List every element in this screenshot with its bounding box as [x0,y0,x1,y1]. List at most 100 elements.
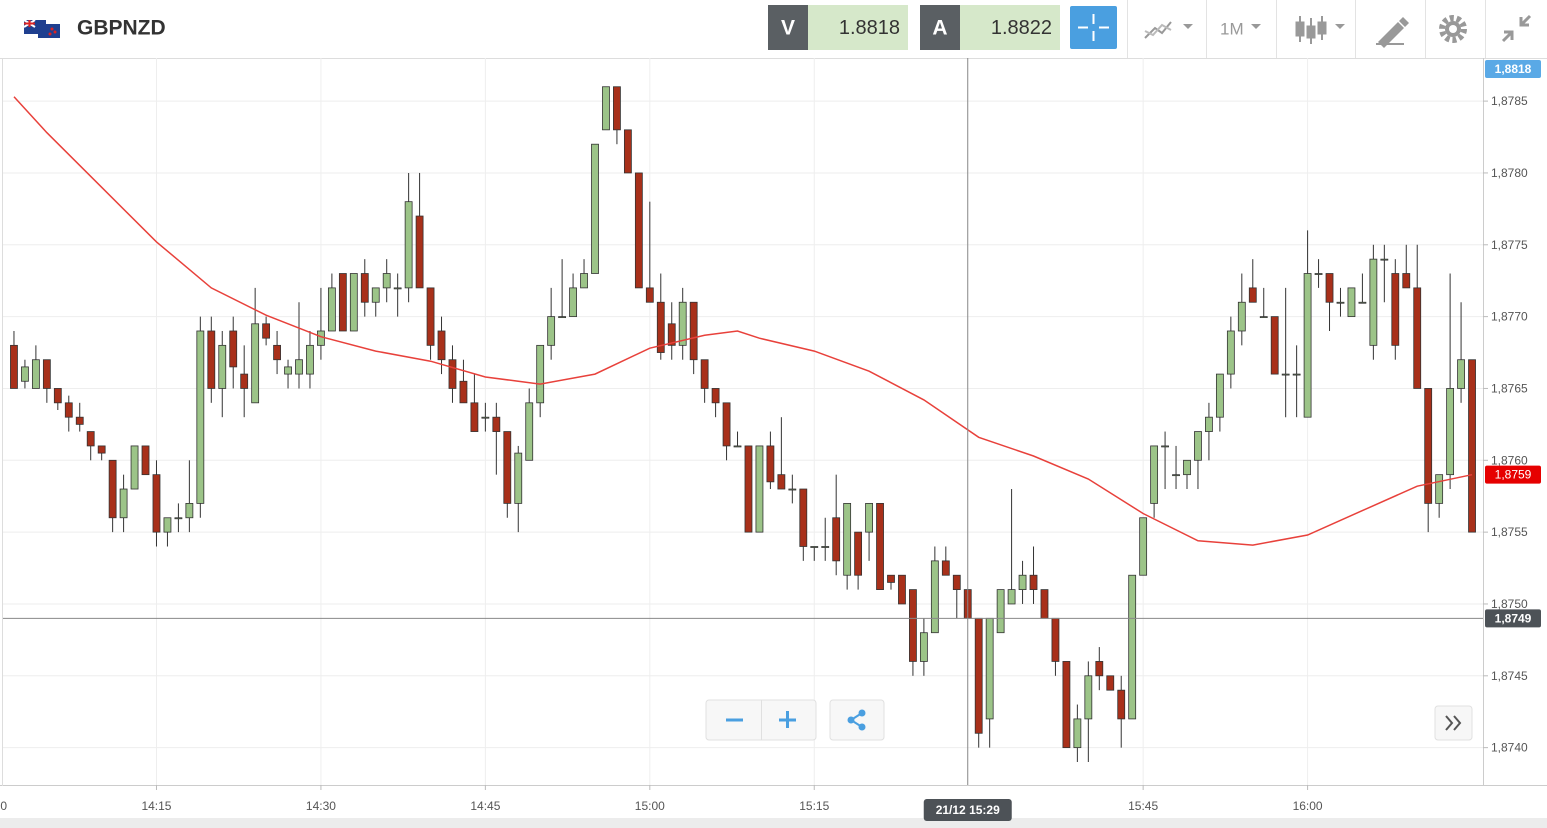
candle-body-up [1183,459,1191,476]
candle-body-down [1325,273,1334,303]
candle-body-up [119,488,128,519]
candle-body-down [360,273,369,303]
candle-body-up [306,344,314,375]
candle-body-up [174,517,183,520]
candle-body-up [1205,416,1213,432]
candle-body-up [327,287,336,332]
candle-body-up [1457,359,1465,389]
top-price-label: 1,8818 [1495,62,1532,76]
candle-body-down [1051,617,1060,662]
candle-body-up [810,546,819,548]
crosshair-time-label: 21/12 15:29 [936,803,1000,817]
collapse-button[interactable] [1501,14,1532,43]
candle-body-down [1029,574,1038,591]
y-tick-label: 1,8770 [1491,310,1528,324]
crosshair-price-label: 1,8749 [1495,611,1532,625]
candle-body-down [152,474,161,533]
candle-body-down [64,402,73,418]
candle-body-up [1358,301,1367,304]
candle-body-down [876,502,884,591]
candle-body-down [623,129,632,174]
settings-button[interactable] [1439,15,1467,43]
candle-body-down [415,215,424,289]
candle-body-up [196,330,205,504]
moving-average-line [13,96,1473,546]
candle-body-up [514,452,523,504]
scroll-to-end-button[interactable] [1434,705,1473,741]
candle-body-up [755,445,764,533]
candle-body-down [744,445,753,533]
candle-body-up [788,488,797,491]
candle-body-up [865,502,873,533]
candle-body-down [613,86,621,131]
interval-button[interactable]: 1M [1220,20,1261,39]
candle-body-down [1270,316,1279,375]
candle-body-up [602,86,610,131]
chart-type-button[interactable] [1144,21,1193,39]
candle-body-up [569,287,577,318]
candle-body-down [75,416,84,425]
candle-style-button[interactable] [1295,16,1345,44]
share-button[interactable] [829,699,885,741]
candle-body-down [229,330,238,368]
candle-body-up [1435,474,1444,504]
x-tick-label: 14:30 [306,799,336,813]
candle-body-up [163,517,172,533]
candle-body-up [678,301,687,346]
candle-body-down [1391,273,1400,346]
zoom-controls [705,699,885,741]
candle-body-down [1106,675,1115,691]
candle-body-down [832,517,841,562]
bid-button[interactable]: V 1.8818 [768,5,908,50]
drawing-button[interactable] [1376,17,1409,48]
candle-body-up [580,273,588,289]
candle-body-up [1303,273,1312,418]
candle-body-up [1018,574,1027,591]
candle-body-up [1314,273,1323,275]
ask-price: 1.8822 [991,17,1052,39]
candle-body-up [558,316,567,319]
candle-body-down [656,301,665,353]
symbol: GBPNZD [77,17,166,40]
candle-body-up [1161,445,1169,448]
interval-label: 1M [1220,20,1244,39]
candle-body-down [898,574,906,605]
candle-body-down [470,402,479,432]
candle-body-down [273,344,281,361]
x-tick-label: 14:00 [0,799,7,813]
candle-body-up [317,330,325,346]
candle-body-up [21,366,29,382]
candle-body-up [481,416,490,419]
y-tick-label: 1,8785 [1491,94,1528,108]
candle-body-down [86,431,95,447]
candle-body-up [547,316,556,346]
candle-body-down [854,531,863,576]
candle-body-up [1347,287,1356,318]
candle-body-down [503,431,512,504]
candle-body-down [262,323,271,339]
candle-body-up [733,445,742,448]
crosshair-price-tag [1485,609,1541,628]
candle-body-down [437,330,446,361]
candle-body-up [295,359,303,375]
top-price-tag [1485,60,1541,78]
candle-body-up [1150,445,1159,504]
y-tick-label: 1,8755 [1491,525,1528,539]
candle-body-up [1007,589,1016,605]
crosshair-button[interactable] [1070,6,1117,49]
candle-body-up [1281,373,1290,376]
zoom-in-button[interactable] [779,711,796,728]
candle-body-up [591,143,599,274]
y-tick-label: 1,8765 [1491,381,1528,395]
candle-body-down [207,330,216,389]
candle-body-down [53,388,62,404]
candle-body-up [1194,431,1202,461]
candle-body-up [1172,474,1180,477]
candle-body-up [185,502,194,519]
candle-body-down [1468,359,1476,533]
candle-body-down [689,301,698,361]
candle-body-up [996,589,1005,634]
candle-body-up [821,546,830,548]
toolbar-separators [1127,0,1486,58]
ask-button[interactable]: A 1.8822 [920,5,1060,50]
